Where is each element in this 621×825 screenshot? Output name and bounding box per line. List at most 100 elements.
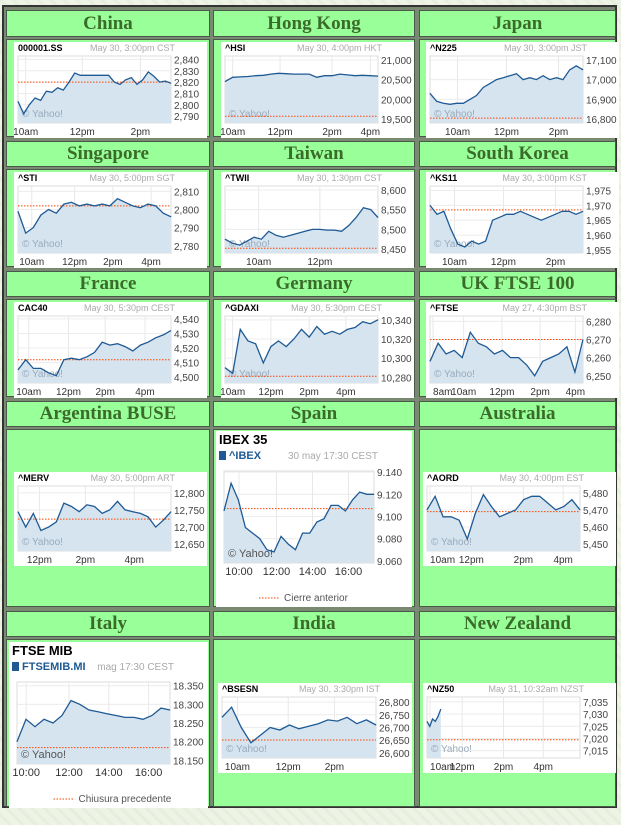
y-tick-label: 20,000 (381, 95, 412, 106)
price-point (17, 369, 19, 371)
timestamp-label: May 30, 5:00pm ART (91, 473, 176, 483)
timestamp-label: May 30, 1:30pm CST (297, 173, 383, 183)
y-tick-label: 26,750 (379, 711, 410, 722)
price-point (571, 499, 573, 500)
price-point (491, 506, 492, 507)
stock-chart-india[interactable]: ^BSESN May 30, 3:30pm IST 26,800 26,750 26,7… (218, 683, 412, 773)
price-point (78, 205, 80, 207)
price-point (71, 357, 72, 359)
price-point (232, 76, 233, 78)
stock-chart-france[interactable]: CAC40 May 30, 5:30pm CEST 4,540 4,530 4,520 4… (14, 302, 207, 398)
price-point (279, 729, 281, 731)
price-point (55, 375, 57, 377)
price-point (298, 728, 300, 730)
chart-svg: ^MERV May 30, 5:00pm ART 12,800 12,750 12,70… (17, 473, 205, 566)
price-point (232, 373, 233, 374)
x-tick-label: 10am (221, 127, 245, 138)
chart-svg: ^HSI May 30, 4:00pm HKT 21,000 20,500 20,000… (220, 43, 412, 138)
x-tick-label: 12pm (489, 387, 514, 398)
price-point (316, 76, 318, 78)
y-tick-label: 2,830 (174, 67, 199, 78)
x-tick-label: 4pm (553, 555, 572, 566)
index-title: IBEX 35 (219, 432, 267, 447)
price-point (547, 502, 549, 504)
price-point (140, 207, 141, 209)
price-point (308, 73, 310, 75)
price-point (462, 102, 464, 104)
price-point (46, 90, 47, 92)
y-tick-label: 9.100 (377, 512, 402, 523)
price-area-fill (225, 73, 378, 123)
price-point (429, 205, 431, 206)
stock-chart-japan[interactable]: ^N225 May 30, 3:00pm JST 17,100 17,000 16,90… (426, 42, 619, 138)
price-point (471, 240, 473, 242)
price-point (285, 346, 287, 347)
price-point (363, 207, 364, 208)
x-tick-label: 4pm (141, 257, 160, 268)
timestamp-label: May 30, 4:00pm EST (499, 473, 584, 483)
stock-chart-new-zealand[interactable]: ^NZ50 May 31, 10:32am NZST 7,035 7,030 7,025… (423, 683, 616, 773)
y-tick-label: 8,600 (381, 186, 406, 197)
price-point (515, 509, 516, 511)
price-point (78, 359, 80, 360)
price-point (362, 321, 363, 323)
chart-cell-singapore: ^STI May 30, 5:00pm SGT 2,810 2,800 2,790 2,7… (6, 169, 210, 268)
x-tick-label: 12pm (307, 257, 332, 268)
y-tick-label: 7,025 (583, 722, 608, 733)
stock-chart-spain[interactable]: IBEX 35 ^IBEX 30 may 17:30 CEST Cierre ante… (216, 431, 412, 607)
stock-chart-uk-ftse-100[interactable]: ^FTSE May 27, 4:30pm BST 6,280 6,270 6,260 6,… (426, 302, 619, 398)
price-point (231, 706, 232, 708)
x-tick-label: 12pm (70, 127, 95, 138)
stock-chart-china[interactable]: 000001.SS May 30, 3:00pm CST 2,840 2,830 2,8… (13, 42, 207, 138)
y-tick-label: 18.200 (173, 738, 204, 749)
price-point (17, 511, 19, 512)
price-point (502, 77, 504, 78)
price-point (366, 719, 367, 721)
price-area-fill (17, 700, 170, 764)
x-tick-label: 2pm (494, 762, 513, 773)
timestamp-label: May 30, 3:00pm CST (90, 43, 176, 53)
chart-svg: CAC40 May 30, 5:30pm CEST 4,540 4,530 4,520 4… (16, 303, 199, 398)
x-tick-label: 8am (433, 387, 452, 398)
stock-chart-australia[interactable]: ^AORD May 30, 4:00pm EST 5,480 5,470 5,460 5,… (423, 472, 616, 566)
price-point (40, 214, 42, 216)
chart-cell-china: 000001.SS May 30, 3:00pm CST 2,840 2,830 2,8… (6, 39, 210, 138)
price-point (148, 71, 149, 73)
price-point (63, 203, 65, 205)
stock-chart-argentina-buse[interactable]: ^MERV May 30, 5:00pm ART 12,800 12,750 12,70… (14, 472, 207, 566)
price-point (569, 69, 570, 71)
price-point (426, 721, 428, 722)
chart-svg: ^KS11 May 30, 3:00pm KST 1,975 1,970 1,965 1,… (429, 173, 611, 268)
price-point (70, 700, 72, 701)
stock-chart-south-korea[interactable]: ^KS11 May 30, 3:00pm KST 1,975 1,970 1,965 1,… (426, 172, 619, 268)
y-tick-label: 17,000 (586, 76, 617, 87)
y-tick-label: 26,600 (379, 749, 410, 760)
stock-chart-taiwan[interactable]: ^TWII May 30, 1:30pm CST 8,600 8,550 8,500 8,… (221, 172, 414, 268)
region-header-italy: Italy (6, 611, 210, 637)
stock-chart-germany[interactable]: ^GDAXI May 30, 5:30pm CEST 10,340 10,320 10,… (220, 302, 414, 398)
stock-chart-hong-kong[interactable]: ^HSI May 30, 4:00pm HKT 21,000 20,500 20,000… (220, 42, 414, 138)
y-tick-label: 17,100 (586, 56, 617, 67)
ticker-label: 000001.SS (18, 43, 63, 53)
y-tick-label: 2,790 (174, 224, 199, 235)
x-tick-label: 4pm (361, 127, 380, 138)
price-point (159, 81, 160, 83)
stock-chart-italy[interactable]: FTSE MIB FTSEMIB.MI mag 17:30 CEST Chiusura… (9, 642, 208, 808)
price-point (133, 717, 135, 718)
region-header-china: China (6, 10, 210, 37)
y-tick-label: 2,820 (174, 78, 199, 89)
price-point (339, 73, 341, 75)
x-tick-label: 12:00 (263, 566, 291, 578)
price-point (270, 73, 272, 75)
price-point (531, 495, 532, 497)
legend-square-icon (12, 662, 19, 671)
x-tick-label: 12pm (450, 762, 475, 773)
price-point (434, 721, 436, 722)
stock-chart-singapore[interactable]: ^STI May 30, 5:00pm SGT 2,810 2,800 2,790 2,7… (14, 172, 207, 268)
price-line (429, 65, 584, 105)
price-point (117, 198, 118, 199)
price-point (478, 342, 479, 344)
price-point (34, 97, 36, 99)
price-point (86, 203, 88, 205)
price-point (366, 493, 368, 495)
